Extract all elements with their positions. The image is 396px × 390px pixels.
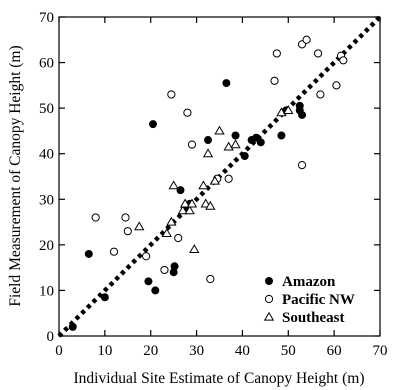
pacific-nw-point [187,140,197,149]
x-tick-label: 50 [281,343,296,359]
amazon-point [176,186,185,195]
pacific-nw-point [297,161,307,170]
y-tick-label: 40 [39,147,54,163]
southeast-point [179,198,191,208]
southeast-point [205,200,216,210]
amazon-point [204,136,213,145]
southeast-point [134,221,145,231]
y-tick-label: 60 [39,56,54,72]
amazon-point [84,249,93,258]
series-southeast [134,105,294,254]
amazon-point [149,120,158,129]
axes [58,16,381,337]
amazon-point [100,293,109,302]
y-tick-label: 10 [39,283,54,299]
amazon-point [222,79,231,88]
legend-marker-amazon [264,276,273,285]
y-axis-title: Field Measurement of Canopy Height (m) [7,45,24,306]
legend-label-pacific-nw: Pacific NW [282,292,355,308]
y-tick-label: 20 [39,238,54,254]
legend-label-southeast: Southeast [282,310,345,326]
x-tick-label: 70 [373,343,388,359]
southeast-point [168,180,179,190]
amazon-point [277,131,286,140]
southeast-point [186,198,198,208]
southeast-point [198,180,209,190]
pacific-nw-point [316,90,325,99]
pacific-nw-point [272,49,281,58]
pacific-nw-point [121,213,130,222]
pacific-nw-point [91,213,100,222]
pacific-nw-point [270,76,279,85]
amazon-point [298,110,307,119]
x-axis-title: Individual Site Estimate of Canopy Heigh… [73,370,364,387]
pacific-nw-point [109,247,119,256]
series-pacific-nw [91,35,348,284]
x-tick-label: 60 [327,343,342,359]
southeast-point [209,175,221,185]
legend-marker-southeast [263,311,275,321]
amazon-point [144,277,153,286]
pacific-nw-point [183,108,192,117]
x-tick-label: 30 [189,343,204,359]
legend-marker-pacific-nw [264,294,274,304]
y-tick-label: 30 [39,192,54,208]
y-tick-label: 0 [47,329,55,345]
pacific-nw-point [206,274,215,284]
pacific-nw-point [332,81,341,90]
pacific-nw-point [224,174,233,183]
pacific-nw-point [167,90,176,99]
pacific-nw-point [142,252,151,261]
southeast-point [283,105,294,115]
y-tick-label: 50 [39,101,54,117]
data-points [68,35,348,331]
amazon-point [170,262,179,271]
amazon-point [240,151,249,160]
y-tick-label: 70 [39,10,54,26]
amazon-point [295,101,304,110]
pacific-nw-point [302,35,311,44]
pacific-nw-point [339,56,348,65]
x-tick-label: 40 [235,343,250,359]
pacific-nw-point [174,233,183,243]
southeast-point [166,216,177,226]
ticks: 0 10 20 30 40 50 60 70 0 10 20 30 40 50 60 70 [39,10,388,359]
x-tick-label: 10 [97,343,112,359]
legend: Amazon Pacific NW Southeast [263,274,355,326]
amazon-point [256,138,265,147]
x-tick-label: 20 [143,343,158,359]
pacific-nw-point [160,265,169,275]
legend-label-amazon: Amazon [282,274,336,290]
southeast-point [189,244,200,254]
amazon-point [151,286,160,295]
southeast-point [184,205,195,215]
plot-frame [58,16,381,337]
southeast-point [230,139,241,149]
pacific-nw-point [313,49,323,58]
southeast-point [214,125,225,135]
amazon-point [231,131,240,140]
southeast-point [202,148,214,158]
southeast-point [177,205,188,215]
x-tick-label: 0 [55,343,63,359]
southeast-point [161,228,172,238]
amazon-point [68,322,77,331]
pacific-nw-point [123,227,132,236]
